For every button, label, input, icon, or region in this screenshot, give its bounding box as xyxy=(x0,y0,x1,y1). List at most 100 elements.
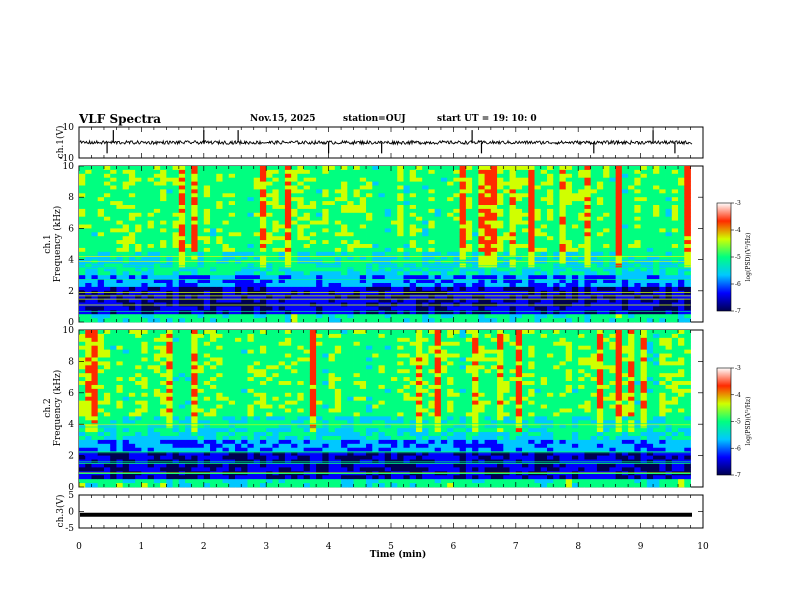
ch2-spectrogram-cell xyxy=(141,353,149,358)
ch1-spectrogram-cell xyxy=(490,294,498,299)
ch1-spectrogram-cell xyxy=(596,314,604,319)
ch2-spectrogram-cell xyxy=(210,400,217,405)
ch1-spectrogram-cell xyxy=(397,201,404,206)
ch2-spectrogram-cell xyxy=(116,408,124,413)
ch1-spectrogram-cell xyxy=(547,181,554,186)
ch1-spectrogram-cell xyxy=(453,275,461,280)
ch1-spectrogram-cell xyxy=(297,251,305,257)
ch1-spectrogram-cell xyxy=(284,232,292,237)
ch1-spectrogram-cell xyxy=(440,193,448,198)
ch1-spectrogram-cell xyxy=(253,310,261,315)
ch1-spectrogram-cell xyxy=(79,208,86,214)
ch2-spectrogram-cell xyxy=(116,455,124,460)
ch1-spectrogram-cell xyxy=(309,314,317,319)
ch2-spectrogram-cell xyxy=(97,365,105,370)
ch1-spectrogram-cell xyxy=(347,290,354,296)
ch1-spectrogram-cell xyxy=(135,166,142,171)
ch1-spectrogram-cell xyxy=(603,216,610,221)
ch1-spectrogram-cell xyxy=(266,177,273,182)
ch1-spectrogram-cell xyxy=(322,177,329,182)
ch2-spectrogram-cell xyxy=(185,341,192,347)
ch2-spectrogram-cell xyxy=(79,384,86,390)
ch1-spectrogram-cell xyxy=(490,283,498,288)
ch1-spectrogram-cell xyxy=(153,216,161,221)
ch1-spectrogram-cell xyxy=(540,228,548,233)
ch1-spectrogram-cell xyxy=(634,298,641,303)
ch1-spectrogram-cell xyxy=(684,177,691,182)
ch1-spectrogram-cell xyxy=(278,224,286,229)
ch1-spectrogram-cell xyxy=(565,208,573,214)
ch1-spectrogram-cell xyxy=(634,294,641,299)
ch1-spectrogram-cell xyxy=(316,314,323,319)
ch1-spectrogram-cell xyxy=(528,205,535,210)
ch2-spectrogram-cell xyxy=(128,416,136,421)
ch1-spectrogram-cell xyxy=(91,255,99,260)
ch2-spectrogram-cell xyxy=(172,463,180,468)
ch2-spectrogram-cell xyxy=(103,412,111,417)
ch1-spectrogram-cell xyxy=(135,279,142,284)
ch2-spectrogram-cell xyxy=(97,416,105,421)
ch1-spectrogram-cell xyxy=(653,283,660,288)
ch1-spectrogram-cell xyxy=(359,208,367,214)
ch2-spectrogram-cell xyxy=(122,357,130,362)
ch2-spectrogram-cell xyxy=(147,377,155,382)
ch1-spectrogram-cell xyxy=(128,216,136,221)
ch1-spectrogram-cell xyxy=(378,189,386,194)
ch2-spectrogram-cell xyxy=(160,467,167,472)
ch1-spectrogram-cell xyxy=(191,244,198,249)
ch1-spectrogram-cell xyxy=(366,208,373,214)
ch1-spectrogram-cell xyxy=(640,275,648,280)
ch1-spectrogram-cell xyxy=(334,275,342,280)
ch1-spectrogram-cell xyxy=(366,212,373,218)
ch1-spectrogram-cell xyxy=(116,275,124,280)
ch1-spectrogram-cell xyxy=(490,306,498,311)
ch1-spectrogram-cell xyxy=(565,251,573,257)
ch1-spectrogram-cell xyxy=(615,197,623,202)
ch1-spectrogram-cell xyxy=(172,208,180,214)
ch1-spectrogram-cell xyxy=(403,306,411,311)
ch1-spectrogram-cell xyxy=(509,306,517,311)
ch2-spectrogram-cell xyxy=(153,345,161,351)
ch1-spectrogram-cell xyxy=(553,286,560,292)
ch1-spectrogram-cell xyxy=(472,185,479,190)
ch1-spectrogram-cell xyxy=(584,298,592,303)
ch1-spectrogram-cell xyxy=(571,286,579,292)
ch1-spectrogram-cell xyxy=(97,240,105,245)
ch1-spectrogram-cell xyxy=(334,247,342,253)
ch1-spectrogram-cell xyxy=(153,189,161,194)
ch2-spectrogram-cell xyxy=(228,333,236,339)
ch1-spectrogram-cell xyxy=(141,318,149,323)
ch1-spectrogram-cell xyxy=(403,244,411,249)
ch1-spectrogram-cell xyxy=(565,166,573,171)
ch1-spectrogram-cell xyxy=(303,224,311,229)
ch1-spectrogram-cell xyxy=(659,173,666,179)
ch1-spectrogram-cell xyxy=(596,290,604,296)
ch1-spectrogram-cell xyxy=(222,201,230,206)
ch1-spectrogram-cell xyxy=(615,267,623,272)
ch1-spectrogram-cell xyxy=(384,290,392,296)
ch2-spectrogram-cell xyxy=(116,428,124,433)
ch2-spectrogram-cell xyxy=(160,341,167,347)
ch1-spectrogram-cell xyxy=(590,275,598,280)
ch1-spectrogram-cell xyxy=(247,228,255,233)
ch1-spectrogram-cell xyxy=(322,251,329,257)
ch1-spectrogram-cell xyxy=(565,314,573,319)
ch2-spectrogram-cell xyxy=(197,341,205,347)
ch1-spectrogram-cell xyxy=(671,267,679,272)
ch1-spectrogram-cell xyxy=(428,173,436,179)
ch1-spectrogram-cell xyxy=(316,244,323,249)
ch2-spectrogram-cell xyxy=(103,432,111,437)
ch1-spectrogram-cell xyxy=(222,267,230,272)
ch1-spectrogram-cell xyxy=(172,236,180,241)
ch2-spectrogram-cell xyxy=(197,388,205,394)
ch1-spectrogram-cell xyxy=(316,247,323,253)
ch1-spectrogram-cell xyxy=(497,197,504,202)
ch1-spectrogram-cell xyxy=(596,294,604,299)
ch1-spectrogram-cell xyxy=(328,298,336,303)
ch2-spectrogram-cell xyxy=(116,451,124,457)
ch1-spectrogram-cell xyxy=(459,177,467,182)
ch1-spectrogram-cell xyxy=(141,306,149,311)
ch1-spectrogram-cell xyxy=(428,181,436,186)
ch1-spectrogram-cell xyxy=(278,275,286,280)
ch2-spectrogram-cell xyxy=(172,353,180,358)
